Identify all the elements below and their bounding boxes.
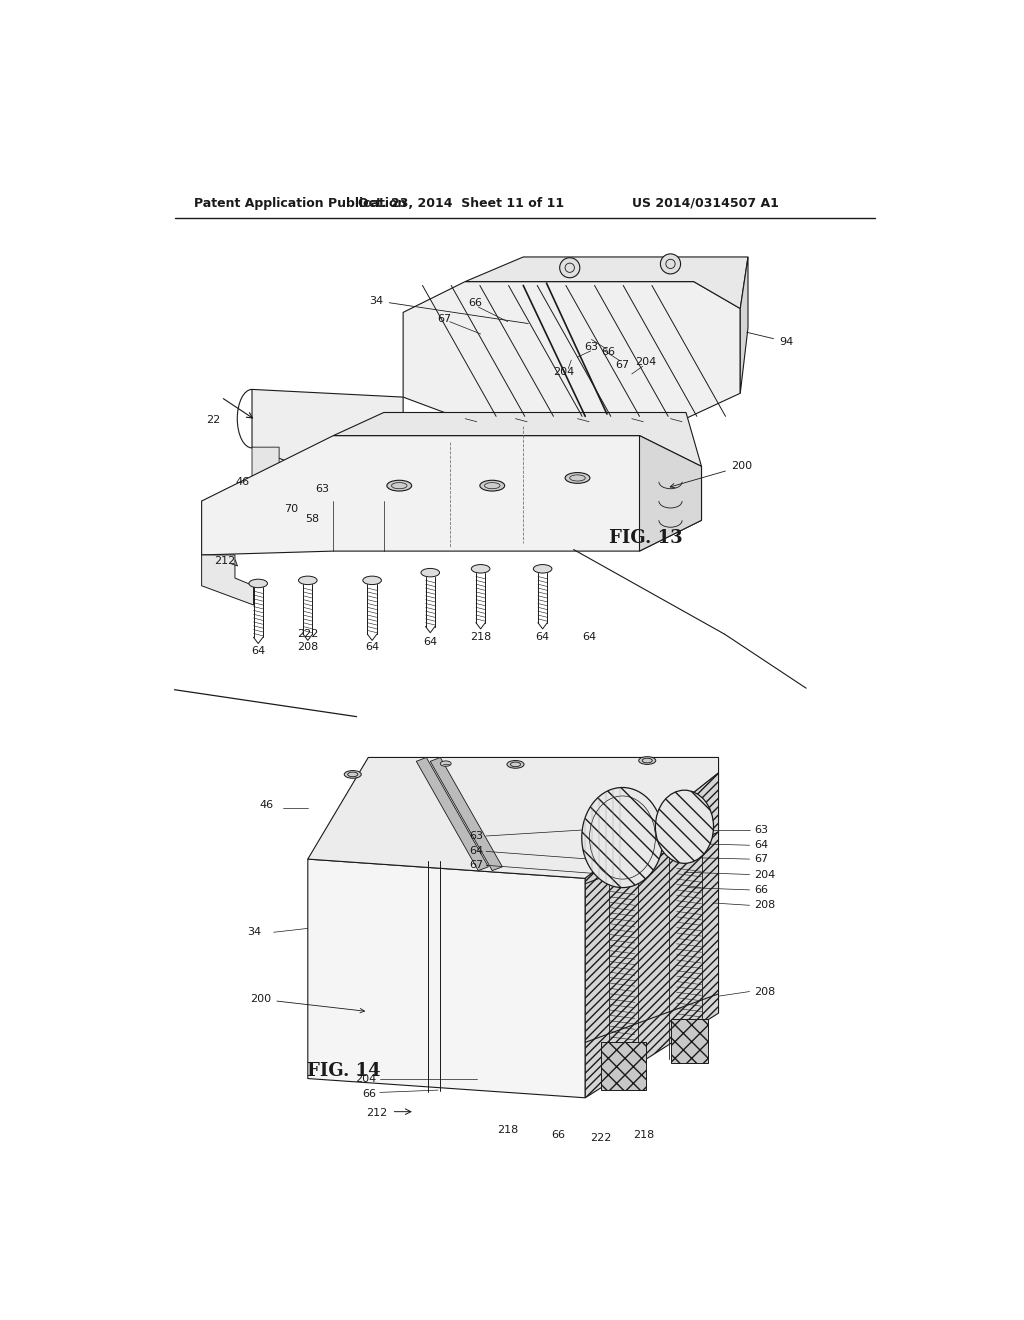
Text: 94: 94 (746, 333, 794, 347)
Text: 63: 63 (314, 484, 329, 495)
Text: 67: 67 (470, 861, 483, 870)
Text: 204: 204 (354, 1073, 376, 1084)
Text: 70: 70 (284, 504, 298, 513)
Text: 63: 63 (585, 342, 598, 352)
Text: 63: 63 (755, 825, 768, 834)
Text: 64: 64 (423, 638, 437, 647)
Polygon shape (465, 257, 748, 309)
Ellipse shape (299, 576, 317, 585)
Text: 64: 64 (251, 647, 265, 656)
Polygon shape (403, 281, 740, 420)
Text: 66: 66 (468, 298, 482, 308)
Text: 64: 64 (536, 632, 550, 643)
Polygon shape (640, 436, 701, 552)
Text: 64: 64 (366, 643, 379, 652)
Text: 222: 222 (590, 1133, 611, 1143)
Ellipse shape (507, 760, 524, 768)
Text: 208: 208 (755, 986, 775, 997)
Ellipse shape (471, 565, 489, 573)
Polygon shape (740, 257, 748, 393)
Text: 200: 200 (670, 462, 752, 488)
Text: 66: 66 (755, 884, 768, 895)
Ellipse shape (639, 756, 655, 764)
Text: 212: 212 (214, 556, 236, 566)
Circle shape (660, 253, 681, 275)
Text: 66: 66 (551, 1130, 565, 1139)
Ellipse shape (440, 760, 452, 767)
Polygon shape (252, 389, 403, 508)
Text: 204: 204 (755, 870, 775, 879)
Text: Oct. 23, 2014  Sheet 11 of 11: Oct. 23, 2014 Sheet 11 of 11 (358, 197, 564, 210)
Ellipse shape (534, 565, 552, 573)
Polygon shape (601, 1043, 646, 1090)
Text: 66: 66 (362, 1089, 376, 1100)
Text: 212: 212 (367, 1109, 388, 1118)
Text: 67: 67 (615, 360, 630, 370)
Text: US 2014/0314507 A1: US 2014/0314507 A1 (632, 197, 778, 210)
Text: 64: 64 (470, 846, 483, 857)
Text: 63: 63 (470, 832, 483, 841)
Text: FIG. 14: FIG. 14 (306, 1061, 380, 1080)
Text: 218: 218 (497, 1125, 518, 1135)
Polygon shape (202, 436, 701, 554)
Text: 34: 34 (370, 296, 528, 323)
Polygon shape (202, 554, 254, 605)
Ellipse shape (582, 788, 664, 887)
Text: FIG. 13: FIG. 13 (609, 529, 683, 546)
Text: 58: 58 (305, 513, 319, 524)
Polygon shape (586, 774, 719, 1098)
Ellipse shape (655, 791, 714, 863)
Polygon shape (610, 884, 635, 1044)
Polygon shape (308, 758, 719, 878)
Text: 222: 222 (297, 630, 318, 639)
Ellipse shape (480, 480, 505, 491)
Ellipse shape (249, 579, 267, 587)
Polygon shape (252, 447, 299, 502)
Ellipse shape (362, 576, 381, 585)
Polygon shape (430, 758, 503, 871)
Text: 200: 200 (250, 994, 365, 1012)
Text: Patent Application Publication: Patent Application Publication (194, 197, 407, 210)
Text: 46: 46 (259, 800, 273, 810)
Polygon shape (671, 1019, 708, 1063)
Text: 34: 34 (247, 927, 261, 937)
Text: 204: 204 (635, 358, 656, 367)
Polygon shape (677, 861, 701, 1020)
Text: 218: 218 (470, 632, 492, 643)
Text: 46: 46 (236, 477, 250, 487)
Text: 66: 66 (601, 347, 615, 358)
Text: 64: 64 (582, 632, 596, 643)
Text: 22: 22 (206, 416, 220, 425)
Circle shape (560, 257, 580, 277)
Text: 67: 67 (755, 854, 768, 865)
Text: 204: 204 (553, 367, 574, 378)
Text: 64: 64 (755, 841, 768, 850)
Ellipse shape (387, 480, 412, 491)
Polygon shape (308, 859, 586, 1098)
Text: 67: 67 (437, 314, 452, 323)
Ellipse shape (421, 569, 439, 577)
Ellipse shape (565, 473, 590, 483)
Text: 208: 208 (297, 643, 318, 652)
Text: 208: 208 (755, 900, 775, 911)
Polygon shape (334, 412, 701, 466)
Polygon shape (417, 758, 488, 871)
Text: 218: 218 (633, 1130, 654, 1139)
Ellipse shape (344, 771, 361, 779)
